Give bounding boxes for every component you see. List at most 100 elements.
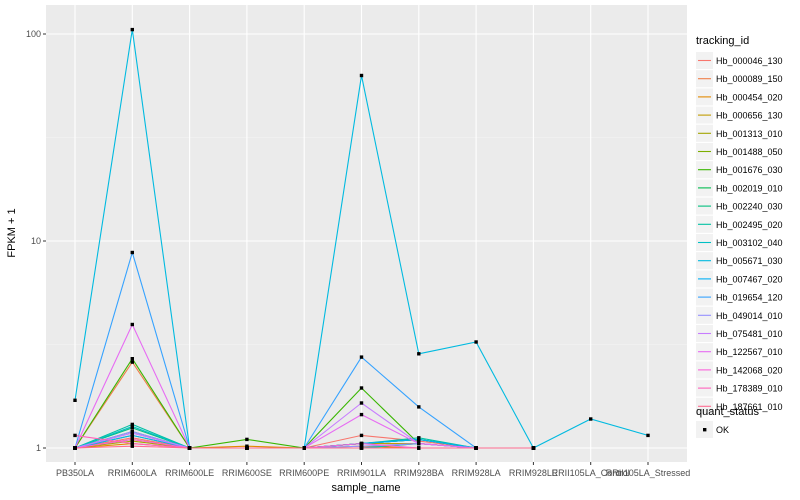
data-point xyxy=(359,441,364,446)
data-point xyxy=(474,446,478,450)
data-point xyxy=(73,446,77,450)
x-tick-label: RRIM600SE xyxy=(222,468,272,478)
data-point xyxy=(474,340,478,344)
legend-label: Hb_000454_020 xyxy=(716,92,783,102)
data-point xyxy=(187,446,192,450)
legend-title-tracking-id: tracking_id xyxy=(696,35,749,47)
data-point xyxy=(245,446,249,450)
data-point xyxy=(646,433,650,438)
legend-items: Hb_000046_130 Hb_000089_150 Hb_000454_020 H… xyxy=(696,52,783,415)
legend-item: Hb_075481_010 xyxy=(696,325,783,342)
data-point xyxy=(130,250,134,255)
data-point xyxy=(417,405,421,409)
data-point xyxy=(359,444,364,448)
legend-item: Hb_005671_030 xyxy=(696,252,783,270)
data-point xyxy=(130,360,134,364)
legend-label: Hb_000046_130 xyxy=(716,56,783,66)
data-point xyxy=(359,412,364,417)
x-tick-label: RRIM600LE xyxy=(165,468,214,478)
legend-label: Hb_002240_030 xyxy=(716,202,783,212)
legend-label: Hb_005671_030 xyxy=(716,256,783,266)
legend-label: Hb_003102_040 xyxy=(716,238,783,248)
data-point xyxy=(130,437,134,442)
legend-item: Hb_187661_010 xyxy=(696,397,783,415)
legend-label: Hb_187661_010 xyxy=(716,402,783,412)
legend-label: Hb_000656_130 xyxy=(716,111,783,121)
y-axis-title: FPKM + 1 xyxy=(6,208,18,257)
data-point xyxy=(130,424,134,429)
x-tick-label: RRIM928LE xyxy=(509,468,558,478)
legend-item: Hb_000089_150 xyxy=(696,70,783,88)
data-points xyxy=(73,27,650,450)
legend-label: Hb_178389_010 xyxy=(716,384,783,394)
legend-item: Hb_001676_030 xyxy=(696,161,783,179)
x-tick-label: RRIM600PE xyxy=(279,468,329,478)
legend-item: Hb_001488_050 xyxy=(696,143,783,160)
legend-label: Hb_142068_020 xyxy=(716,365,783,375)
legend-label: Hb_002495_020 xyxy=(716,220,783,230)
x-tick-label: RRII105LA_Stressed xyxy=(606,468,691,478)
y-tick-label: 10 xyxy=(31,236,41,246)
legend-item: Hb_000454_020 xyxy=(696,88,783,106)
x-tick-label: RRII105LA_Control xyxy=(552,468,630,478)
legend-item: Hb_001313_010 xyxy=(696,124,783,142)
data-point xyxy=(73,398,77,402)
legend-shape-items: OK xyxy=(696,421,729,438)
data-point xyxy=(245,437,249,442)
legend: tracking_id Hb_000046_130Hb_000089_150Hb… xyxy=(696,35,783,438)
legend-item: Hb_000656_130 xyxy=(696,106,783,124)
legend-title-quant-status: quant_status xyxy=(696,406,759,418)
data-point xyxy=(417,446,421,450)
data-point xyxy=(417,437,421,442)
legend-label: Hb_075481_010 xyxy=(716,329,783,339)
data-point xyxy=(417,352,421,356)
data-point xyxy=(130,322,134,327)
legend-label: Hb_122567_010 xyxy=(716,347,783,357)
legend-item: Hb_002495_020 xyxy=(696,215,783,233)
data-point xyxy=(130,433,134,438)
data-point xyxy=(359,73,364,78)
legend-label: Hb_007467_020 xyxy=(716,274,783,284)
data-point xyxy=(130,422,134,427)
legend-item: Hb_142068_020 xyxy=(696,361,783,379)
legend-label: Hb_019654_120 xyxy=(716,293,783,303)
legend-label: Hb_001313_010 xyxy=(716,129,783,139)
data-point xyxy=(359,355,364,359)
data-point xyxy=(130,444,134,448)
data-point xyxy=(531,446,536,450)
data-point xyxy=(130,441,134,446)
legend-marker xyxy=(703,428,707,432)
data-point xyxy=(130,27,134,32)
legend-item: Hb_049014_010 xyxy=(696,306,783,324)
legend-item: Hb_178389_010 xyxy=(696,379,783,397)
x-tick-label: RRIM901LA xyxy=(337,468,386,478)
plot-panel xyxy=(46,5,687,462)
y-tick-label: 1 xyxy=(36,443,41,453)
legend-item: Hb_003102_040 xyxy=(696,234,783,251)
x-axis-title: sample_name xyxy=(331,482,400,494)
legend-item: Hb_007467_020 xyxy=(696,270,783,288)
data-point xyxy=(130,357,134,361)
data-point xyxy=(589,417,593,421)
y-axis: 1 10 100 xyxy=(26,29,46,453)
legend-label: OK xyxy=(716,425,729,435)
data-point xyxy=(417,441,421,446)
legend-label: Hb_000089_150 xyxy=(716,74,783,84)
legend-label: Hb_001676_030 xyxy=(716,165,783,175)
data-point xyxy=(130,431,134,435)
data-point xyxy=(359,401,364,405)
x-tick-label: RRIM600LA xyxy=(108,468,157,478)
data-point xyxy=(73,433,77,438)
x-tick-label: RRIM928BA xyxy=(394,468,444,478)
x-tick-label: RRIM928LA xyxy=(452,468,501,478)
legend-label: Hb_001488_050 xyxy=(716,147,783,157)
legend-label: Hb_002019_010 xyxy=(716,183,783,193)
legend-item: Hb_019654_120 xyxy=(696,288,783,306)
x-tick-label: PB350LA xyxy=(56,468,94,478)
data-point xyxy=(302,446,306,450)
data-point xyxy=(359,446,364,450)
legend-item: Hb_002019_010 xyxy=(696,179,783,197)
legend-item: Hb_002240_030 xyxy=(696,197,783,215)
legend-item: Hb_000046_130 xyxy=(696,52,783,69)
